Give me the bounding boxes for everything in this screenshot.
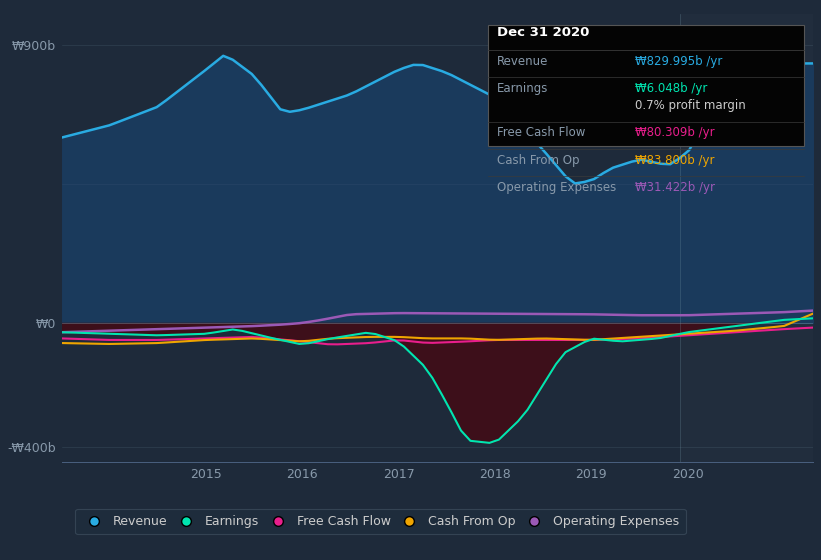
Text: Free Cash Flow: Free Cash Flow [498, 127, 585, 139]
Text: Operating Expenses: Operating Expenses [498, 181, 617, 194]
Text: ₩83.800b /yr: ₩83.800b /yr [635, 153, 714, 167]
Text: 0.7% profit margin: 0.7% profit margin [635, 99, 745, 112]
Text: Revenue: Revenue [498, 55, 548, 68]
Text: ₩829.995b /yr: ₩829.995b /yr [635, 55, 722, 68]
Text: Cash From Op: Cash From Op [498, 153, 580, 167]
Text: Dec 31 2020: Dec 31 2020 [498, 26, 589, 39]
Bar [680, 14, 821, 462]
FancyBboxPatch shape [488, 25, 804, 146]
Text: ₩80.309b /yr: ₩80.309b /yr [635, 127, 714, 139]
Text: ₩31.422b /yr: ₩31.422b /yr [635, 181, 715, 194]
Legend: Revenue, Earnings, Free Cash Flow, Cash From Op, Operating Expenses: Revenue, Earnings, Free Cash Flow, Cash … [76, 508, 686, 534]
Text: ₩6.048b /yr: ₩6.048b /yr [635, 82, 707, 95]
Text: Earnings: Earnings [498, 82, 548, 95]
